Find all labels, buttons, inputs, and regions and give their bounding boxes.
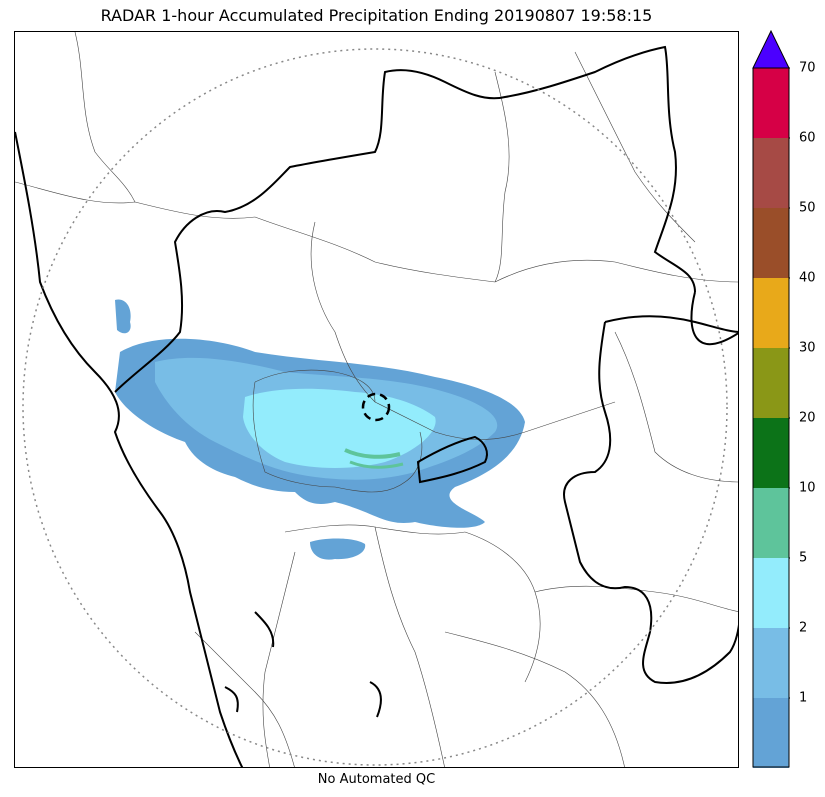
colorbar-tick-label: 60 (799, 130, 816, 146)
colorbar-tick-label: 10 (799, 480, 816, 496)
range-ring (22, 48, 728, 766)
precip-very-heavy-band-2 (349, 460, 404, 469)
district-boundaries (15, 32, 738, 767)
precip-light-patch-west (115, 299, 131, 334)
colorbar-segment (753, 68, 789, 138)
precip-very-heavy-band (344, 448, 401, 459)
state-boundaries (15, 45, 738, 767)
qc-note: No Automated QC (317, 772, 436, 787)
precipitation-field (115, 299, 525, 560)
radar-map-canvas (15, 32, 738, 767)
radar-map (14, 31, 739, 768)
colorbar-extend-arrow (752, 30, 790, 69)
colorbar-segment (753, 488, 789, 558)
colorbar-segment (753, 208, 789, 278)
colorbar-segment (753, 558, 789, 628)
colorbar-segment (753, 418, 789, 488)
colorbar-tick-label: 5 (799, 550, 808, 566)
radar-site-marker (361, 392, 391, 422)
colorbar-tick-label: 1 (799, 690, 808, 706)
colorbar-tick-label: 20 (799, 410, 816, 426)
map-title: RADAR 1-hour Accumulated Precipitation E… (100, 6, 653, 25)
colorbar-tick-label: 70 (799, 60, 816, 76)
colorbar-tick-label: 40 (799, 270, 816, 286)
colorbar-segment (753, 278, 789, 348)
colorbar-tick-label: 50 (799, 200, 816, 216)
colorbar-tick-label: 2 (799, 620, 808, 636)
colorbar-tick-label: 30 (799, 340, 816, 356)
precip-light-patch-south (310, 538, 366, 560)
colorbar-segment (753, 628, 789, 698)
colorbar-segment (753, 138, 789, 208)
precipitation-colorbar (752, 30, 790, 768)
colorbar-segment (753, 348, 789, 418)
colorbar-segment (753, 698, 789, 768)
